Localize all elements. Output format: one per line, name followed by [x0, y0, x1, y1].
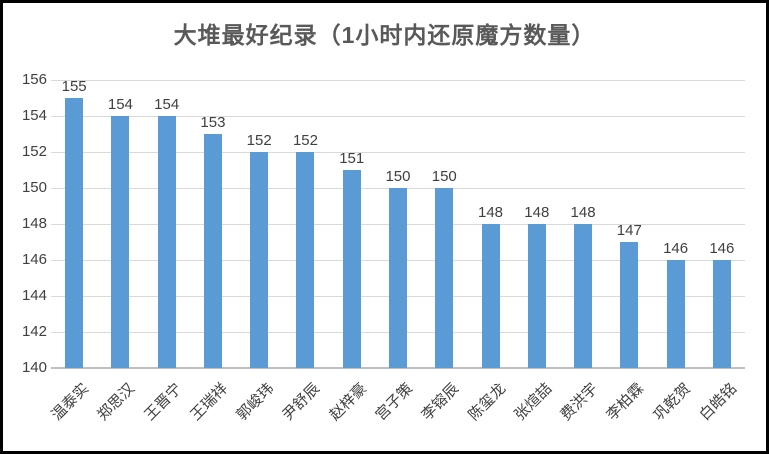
y-axis-tick-label: 144: [21, 287, 47, 304]
bar: [574, 224, 593, 368]
bar-value-label: 151: [339, 150, 365, 167]
x-axis-category-label: 温泰实: [48, 380, 93, 424]
x-axis-category-label: 张煊喆: [511, 380, 555, 424]
bar-column: 151: [329, 80, 375, 368]
bar-column: 150: [375, 80, 421, 368]
bar-column: 150: [421, 80, 467, 368]
bar-value-label: 147: [616, 222, 642, 239]
x-axis-category-label: 巩乾贺: [649, 380, 694, 424]
y-axis-tick-label: 140: [21, 359, 47, 376]
x-axis-category-label: 宫子策: [372, 380, 417, 424]
x-axis-category-label: 郑思汉: [94, 380, 139, 424]
bar-column: 147: [606, 80, 652, 368]
x-axis-category-label: 陈玺龙: [464, 380, 509, 424]
y-axis-tick-label: 150: [21, 179, 47, 196]
bar-column: 146: [699, 80, 745, 368]
bar-value-label: 153: [200, 114, 226, 131]
bar: [157, 116, 176, 368]
bars-row: 155 154 154 153 152 152 151 150 150 148 148 148 147 1…: [51, 78, 745, 368]
y-axis-tick-label: 154: [21, 107, 47, 124]
bar-value-label: 152: [246, 132, 272, 149]
bar: [388, 188, 407, 368]
bar-value-label: 154: [107, 96, 133, 113]
bar-value-label: 148: [570, 204, 596, 221]
x-axis-category-label: 费洪宇: [557, 380, 602, 424]
bar-value-label: 148: [478, 204, 504, 221]
x-axis-category-label: 尹舒辰: [279, 380, 324, 424]
bar-value-label: 146: [663, 240, 689, 257]
bar-column: 148: [560, 80, 606, 368]
x-axis-category-label: 李镕辰: [418, 380, 463, 424]
bar-value-label: 146: [709, 240, 735, 257]
gridline: [51, 367, 745, 369]
bar: [296, 152, 315, 368]
y-axis-tick-label: 146: [21, 251, 47, 268]
bar-value-label: 150: [431, 168, 457, 185]
bar-value-label: 152: [292, 132, 318, 149]
bar-value-label: 154: [154, 96, 180, 113]
bar-column: 155: [51, 78, 97, 368]
y-axis-tick-label: 156: [21, 71, 47, 88]
bar-column: 146: [652, 80, 698, 368]
bar-value-label: 148: [524, 204, 550, 221]
gridline: [51, 116, 745, 117]
bar-column: 152: [282, 80, 328, 368]
y-axis-tick-label: 142: [21, 323, 47, 340]
y-axis-tick-label: 148: [21, 215, 47, 232]
bar: [666, 260, 685, 368]
gridline: [51, 152, 745, 153]
bar-value-label: 150: [385, 168, 411, 185]
plot-area: 155 154 154 153 152 152 151 150 150 148 148 148 147 1…: [51, 78, 745, 369]
bar: [65, 98, 84, 368]
bar: [111, 116, 130, 368]
gridline: [51, 80, 745, 81]
x-axis-category-label: 王晋宁: [140, 380, 185, 424]
bar-column: 152: [236, 80, 282, 368]
bar-value-label: 155: [61, 78, 87, 95]
x-axis-category-label: 郭峻玮: [233, 380, 278, 424]
bar: [481, 224, 500, 368]
x-axis-labels: 温泰实 郑思汉 王晋宁 王瑞祥 郭峻玮 尹舒辰 赵梓豪 宫子策 李镕辰 陈玺龙 张煊喆 费洪宇 李柏霖巩…: [48, 372, 745, 451]
x-axis-category-label: 白皓铭: [696, 380, 741, 424]
bar-column: 148: [467, 80, 513, 368]
bar: [527, 224, 546, 368]
bar: [250, 152, 269, 368]
bar-column: 154: [97, 80, 143, 368]
bar: [712, 260, 731, 368]
y-axis-tick-label: 152: [21, 143, 47, 160]
x-axis-category-label: 李柏霖: [603, 380, 648, 424]
bar: [620, 242, 639, 368]
x-axis-category-label: 王瑞祥: [187, 380, 232, 424]
bar-column: 154: [144, 80, 190, 368]
bar-column: 148: [514, 80, 560, 368]
bar-column: 153: [190, 80, 236, 368]
bar: [342, 170, 361, 368]
chart-title: 大堆最好纪录（1小时内还原魔方数量）: [173, 22, 596, 48]
x-axis-category-label: 赵梓豪: [326, 380, 370, 424]
bar: [435, 188, 454, 368]
bar: [203, 134, 222, 368]
